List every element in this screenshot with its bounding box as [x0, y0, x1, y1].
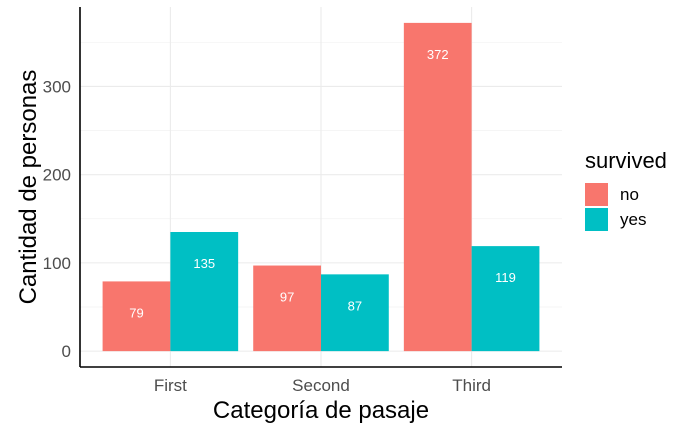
y-tick-label: 200 [43, 166, 71, 185]
legend: survived no yes [585, 148, 667, 231]
bars [102, 22, 540, 352]
x-tick-labels: First Second Third [154, 376, 491, 395]
bar-value-labels: 79 135 97 87 372 119 [129, 47, 516, 321]
bar-no-first [102, 281, 171, 352]
bar-no-second [253, 265, 321, 352]
bar-value-label: 79 [129, 305, 143, 320]
legend-key-no [585, 183, 608, 206]
legend-label-yes: yes [620, 210, 646, 229]
bar-yes-first [170, 232, 239, 352]
y-tick-label: 100 [43, 254, 71, 273]
bar-value-label: 97 [280, 290, 294, 305]
legend-key-yes [585, 208, 608, 231]
bar-value-label: 135 [193, 256, 215, 271]
x-tick-label: Second [292, 376, 350, 395]
legend-label-no: no [620, 185, 639, 204]
bar-value-label: 372 [427, 47, 449, 62]
bar-value-label: 119 [495, 270, 516, 285]
x-tick-label: First [154, 376, 187, 395]
bar-yes-second [321, 274, 389, 352]
y-axis-title: Cantidad de personas [15, 70, 42, 305]
y-tick-label: 0 [62, 342, 71, 361]
bar-value-label: 87 [348, 298, 362, 313]
x-tick-label: Third [452, 376, 491, 395]
legend-title: survived [585, 148, 667, 173]
y-tick-labels: 0 100 200 300 [43, 77, 71, 361]
x-axis-title: Categoría de pasaje [213, 397, 429, 424]
y-tick-label: 300 [43, 77, 71, 96]
bar-yes-third [471, 246, 540, 352]
bar-no-third [403, 22, 472, 352]
